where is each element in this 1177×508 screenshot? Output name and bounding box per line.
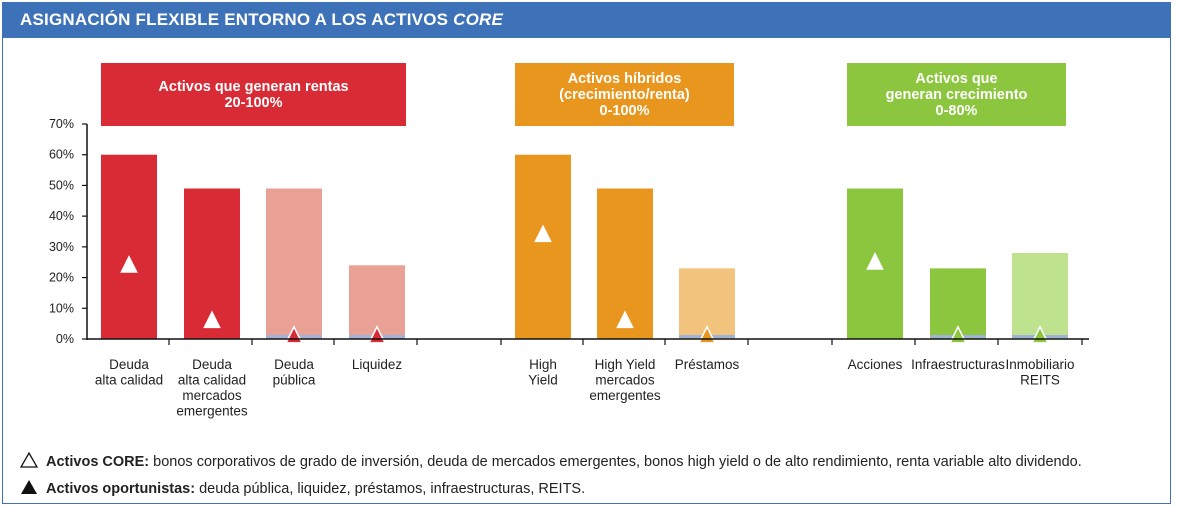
group-label-line: Activos híbridos (567, 70, 682, 87)
group-label-line: 20-100% (224, 94, 283, 111)
open-triangle-icon (20, 452, 38, 468)
bar (1012, 253, 1068, 339)
x-tick-label: Deuda (274, 357, 314, 372)
bar (515, 154, 571, 339)
figure-header: ASIGNACIÓN FLEXIBLE ENTORNO A LOS ACTIVO… (2, 2, 1171, 38)
group-label-line: generan crecimiento (885, 86, 1028, 103)
group-box-hibridos: Activos híbridos (crecimiento/renta) 0-100… (515, 63, 734, 126)
y-tick-label: 40% (49, 209, 74, 223)
x-tick-label: Inmobiliario (1005, 357, 1074, 372)
bar (266, 188, 322, 339)
open-triangle-marker (120, 255, 138, 273)
x-tick-label: Yield (528, 373, 558, 388)
x-tick-label: mercados (595, 373, 655, 388)
x-tick-label: pública (273, 373, 316, 388)
x-tick-label: High Yield (595, 357, 656, 372)
x-tick-label: alta calidad (178, 373, 246, 388)
y-tick-label: 60% (49, 148, 74, 162)
group-box-crecimiento: Activos que generan crecimiento 0-80% (847, 63, 1066, 126)
y-tick-label: 10% (49, 301, 74, 315)
legend-oportunistas: Activos oportunistas: deuda pública, liq… (20, 479, 585, 497)
open-triangle-marker (203, 310, 221, 329)
x-tick-label: Acciones (848, 357, 903, 372)
y-tick-label: 0% (56, 332, 74, 346)
group-label-line: Activos que (915, 70, 998, 87)
x-tick-label: mercados (182, 388, 242, 403)
x-tick-label: Préstamos (675, 357, 740, 372)
x-tick-label: emergentes (589, 388, 661, 403)
y-tick-label: 70% (49, 117, 74, 131)
figure-title: ASIGNACIÓN FLEXIBLE ENTORNO A LOS ACTIVO… (20, 10, 504, 29)
group-label-line: 0-100% (599, 102, 650, 119)
x-tick-label: Deuda (109, 357, 149, 372)
group-box-rentas: Activos que generan rentas 20-100% (101, 63, 406, 126)
open-triangle-marker (866, 252, 884, 270)
x-tick-label: High (529, 357, 557, 372)
x-tick-label: REITS (1020, 373, 1060, 388)
group-label-line: 0-80% (935, 102, 978, 119)
bar (101, 154, 157, 339)
x-tick-label: Liquidez (352, 357, 403, 372)
filled-triangle-icon (21, 480, 37, 494)
y-tick-label: 30% (49, 240, 74, 254)
x-tick-label: alta calidad (95, 373, 163, 388)
group-label-line: (crecimiento/renta) (559, 86, 690, 103)
x-tick-label: Deuda (192, 357, 232, 372)
open-triangle-marker (534, 224, 552, 243)
group-label-line: Activos que generan rentas (158, 78, 349, 95)
x-tick-label: Infraestructuras (911, 357, 1005, 372)
y-tick-label: 20% (49, 271, 74, 285)
legend-core: Activos CORE: bonos corporativos de grad… (20, 452, 1082, 470)
open-triangle-marker (616, 310, 634, 329)
x-tick-label: emergentes (176, 404, 248, 419)
y-tick-label: 50% (49, 178, 74, 192)
